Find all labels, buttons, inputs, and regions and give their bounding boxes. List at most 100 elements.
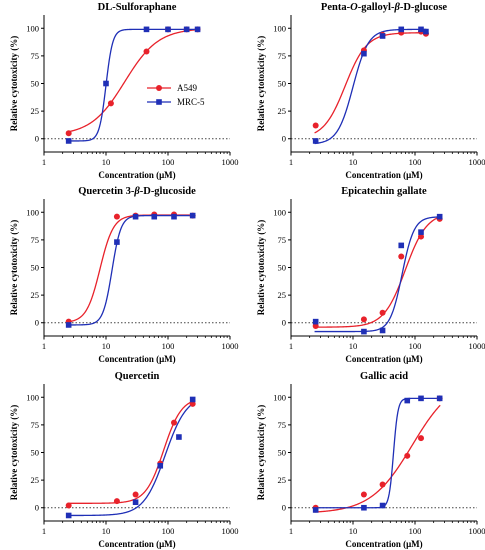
panel-6: Gallic acid 0 25 50 75 100 1 10 100 1000 Concentra… (256, 371, 485, 549)
x-axis-label: Concentration (μM) (98, 354, 175, 364)
data-point-a549 (360, 316, 367, 323)
y-tick-label: 50 (31, 263, 40, 273)
data-point-mrc-5 (418, 395, 424, 402)
data-point-a549 (379, 309, 386, 316)
y-tick-label: 0 (35, 318, 39, 328)
data-point-mrc-5 (379, 502, 386, 509)
data-point-a549 (171, 419, 178, 426)
data-point-mrc-5 (379, 33, 386, 39)
legend-marker (156, 99, 162, 105)
fit-curve-mrc-5 (67, 214, 194, 326)
x-tick-label: 10 (102, 341, 111, 351)
panel-1: DL-Sulforaphane 0 25 50 75 100 1 10 100 1000 Conce… (9, 2, 239, 180)
data-point-a549 (113, 213, 120, 220)
x-tick-label: 1000 (469, 157, 485, 167)
legend-marker (156, 85, 162, 91)
fit-curve-a549 (67, 28, 199, 133)
panel-title: Epicatechin gallate (341, 186, 427, 197)
panel-title: Penta-O-galloyl-β-D-glucose (321, 2, 447, 13)
x-tick-label: 1 (42, 341, 46, 351)
y-axis-label: Relative cytotoxicity (%) (9, 36, 19, 131)
y-tick-label: 100 (26, 207, 39, 217)
x-axis-label: Concentration (μM) (345, 354, 422, 364)
y-tick-label: 50 (278, 79, 287, 89)
data-point-mrc-5 (114, 239, 120, 245)
data-point-a549 (107, 100, 114, 107)
data-point-a549 (404, 452, 411, 459)
panel-2: Penta-O-galloyl-β-D-glucose 0 25 50 75 100 1 10… (256, 2, 485, 180)
y-axis-label: Relative cytotoxicity (%) (256, 220, 266, 315)
x-tick-label: 1000 (222, 157, 239, 167)
panel-5: Quercetin 0 25 50 75 100 1 10 100 1000 Concentrati… (9, 371, 239, 549)
data-point-a549 (189, 400, 196, 407)
data-point-mrc-5 (436, 213, 443, 220)
y-tick-label: 25 (31, 475, 40, 485)
data-point-mrc-5 (418, 229, 424, 235)
data-point-mrc-5 (361, 504, 367, 511)
y-tick-label: 75 (278, 420, 287, 430)
x-tick-label: 10 (102, 526, 111, 536)
data-point-mrc-5 (312, 318, 319, 325)
data-point-mrc-5 (361, 328, 367, 335)
y-tick-label: 50 (31, 448, 40, 458)
data-point-mrc-5 (312, 138, 319, 144)
y-tick-label: 25 (278, 475, 287, 485)
data-point-mrc-5 (65, 512, 72, 519)
panel-title: Quercetin (115, 371, 160, 382)
y-tick-label: 75 (278, 235, 287, 245)
data-point-mrc-5 (132, 499, 139, 506)
data-point-a549 (360, 491, 367, 498)
y-tick-label: 50 (31, 79, 40, 89)
data-point-mrc-5 (404, 397, 411, 404)
x-tick-label: 100 (162, 157, 175, 167)
y-tick-label: 0 (282, 318, 286, 328)
y-tick-label: 25 (278, 290, 287, 300)
legend-label: A549 (177, 83, 197, 93)
fit-curve-a549 (314, 404, 441, 513)
fit-curve-mrc-5 (314, 216, 441, 333)
y-tick-label: 75 (31, 420, 40, 430)
y-tick-label: 50 (278, 263, 287, 273)
data-point-mrc-5 (418, 26, 424, 33)
data-point-a549 (418, 435, 425, 442)
data-point-a549 (113, 498, 120, 505)
data-point-mrc-5 (157, 462, 164, 469)
data-point-mrc-5 (132, 213, 139, 220)
y-tick-label: 0 (282, 503, 286, 513)
x-axis-label: Concentration (μM) (345, 539, 422, 549)
data-point-mrc-5 (176, 434, 182, 440)
x-axis-label: Concentration (μM) (98, 539, 175, 549)
data-point-mrc-5 (379, 327, 386, 334)
data-point-a549 (312, 323, 319, 330)
x-tick-label: 1 (42, 526, 46, 536)
data-point-mrc-5 (183, 26, 190, 33)
data-point-mrc-5 (312, 507, 319, 513)
data-point-a549 (65, 130, 72, 137)
panel-3: Quercetin 3-β-D-glucoside 0 25 50 75 100 1 10 10… (9, 186, 239, 364)
x-axis-label: Concentration (μM) (345, 170, 422, 180)
x-tick-label: 10 (102, 157, 111, 167)
x-tick-label: 1 (289, 157, 293, 167)
x-tick-label: 1000 (469, 526, 485, 536)
panel-title: Gallic acid (360, 371, 408, 382)
data-point-mrc-5 (143, 26, 150, 33)
data-point-a549 (418, 233, 425, 240)
y-axis-label: Relative cytotoxicity (%) (256, 405, 266, 500)
y-tick-label: 0 (282, 134, 286, 144)
data-point-mrc-5 (398, 26, 405, 33)
x-tick-label: 1000 (222, 341, 239, 351)
data-point-mrc-5 (194, 26, 201, 33)
y-tick-label: 0 (35, 134, 39, 144)
y-tick-label: 100 (26, 23, 39, 33)
x-tick-label: 10 (349, 341, 358, 351)
data-point-mrc-5 (171, 213, 177, 220)
x-tick-label: 10 (349, 157, 358, 167)
fit-curve-mrc-5 (67, 28, 199, 142)
x-tick-label: 100 (162, 341, 175, 351)
data-point-a549 (312, 122, 319, 129)
x-tick-label: 100 (409, 341, 422, 351)
x-tick-label: 1 (289, 341, 293, 351)
data-point-a549 (143, 48, 150, 55)
x-tick-label: 1 (42, 157, 46, 167)
